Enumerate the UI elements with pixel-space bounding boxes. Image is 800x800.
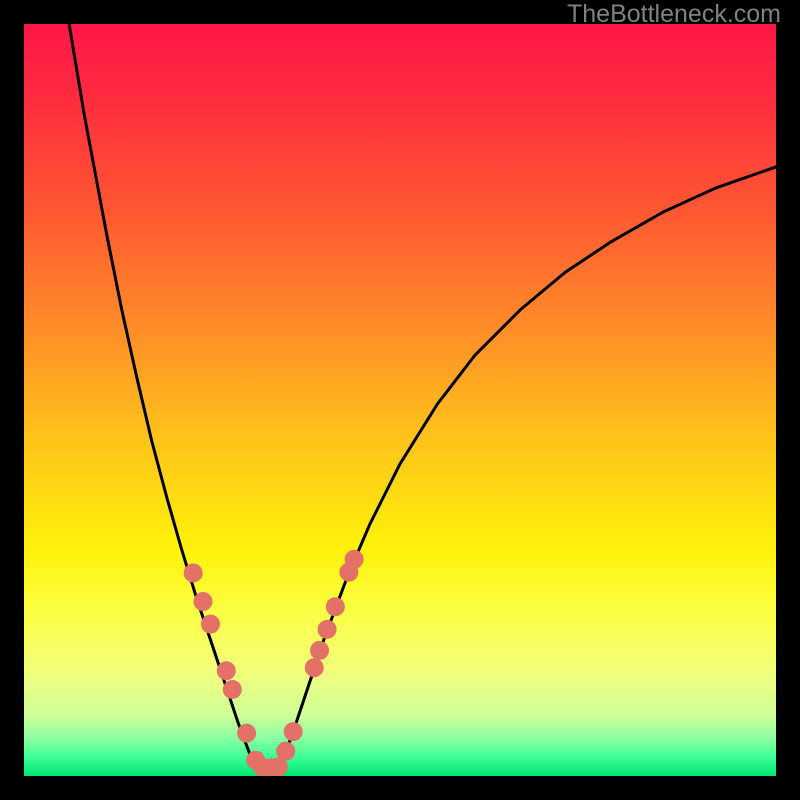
- data-marker: [223, 680, 242, 699]
- data-marker: [310, 641, 329, 660]
- data-marker: [345, 550, 364, 569]
- data-marker: [284, 722, 303, 741]
- chart-canvas: TheBottleneck.com: [0, 0, 800, 800]
- data-marker: [217, 661, 236, 680]
- data-marker: [184, 563, 203, 582]
- data-marker: [276, 742, 295, 761]
- heat-gradient-background: [24, 24, 776, 776]
- data-marker: [237, 724, 256, 743]
- data-marker: [193, 592, 212, 611]
- data-marker: [305, 658, 324, 677]
- data-marker: [326, 597, 345, 616]
- data-marker: [318, 620, 337, 639]
- bottleneck-curve-chart: [0, 0, 800, 800]
- data-marker: [201, 615, 220, 634]
- watermark-text: TheBottleneck.com: [567, 0, 781, 29]
